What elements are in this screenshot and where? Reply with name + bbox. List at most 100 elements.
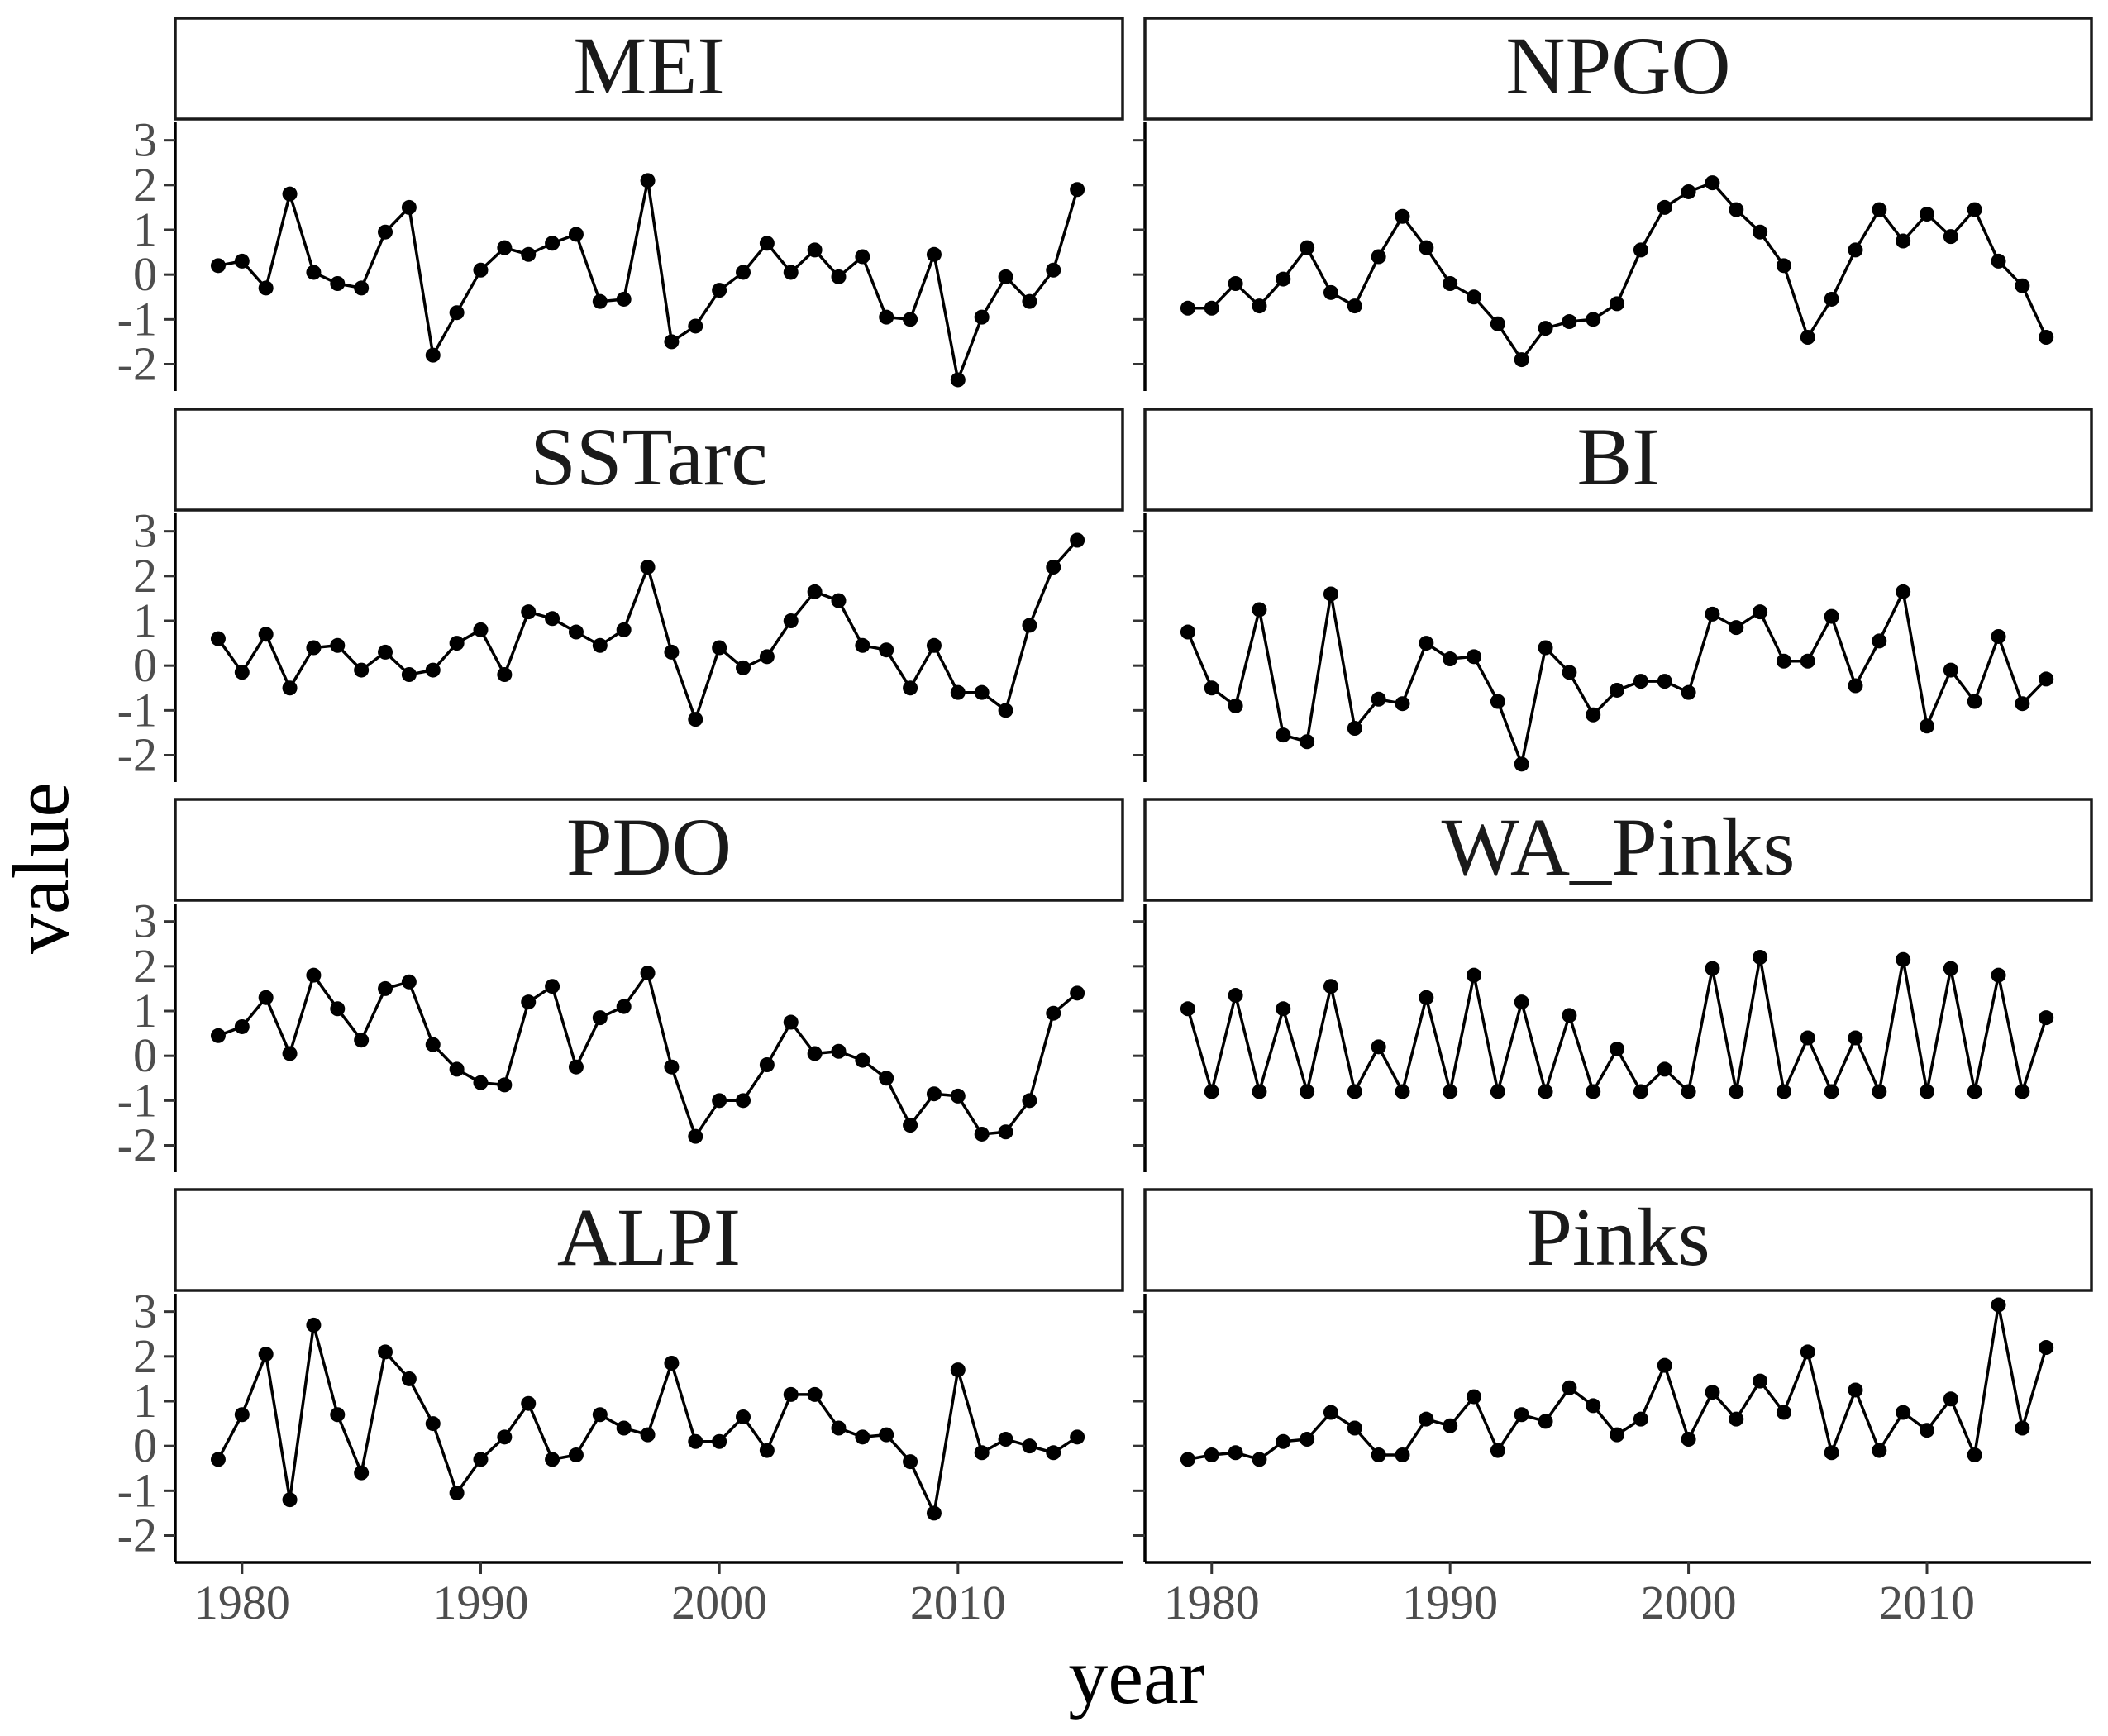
data-point <box>759 1443 775 1458</box>
facet-strip <box>1143 408 2093 512</box>
facet-strip-label: PDO <box>566 801 732 893</box>
data-point <box>712 640 727 656</box>
x-axis-title: year <box>1068 1632 1204 1720</box>
data-point <box>1800 330 1815 345</box>
data-point <box>1300 1432 1315 1447</box>
y-tick-label: 1 <box>133 984 157 1037</box>
data-point <box>378 224 393 240</box>
data-point <box>640 965 656 980</box>
data-point <box>950 372 966 388</box>
data-point <box>1896 584 1911 599</box>
data-point <box>926 1086 942 1102</box>
data-point <box>1705 175 1720 191</box>
x-tick-label: 1980 <box>194 1576 290 1629</box>
facet-strip-label: NPGO <box>1505 20 1730 112</box>
data-point <box>950 1362 966 1378</box>
data-point <box>1729 1411 1744 1427</box>
data-point <box>234 665 250 680</box>
data-point <box>807 584 823 599</box>
series-line-pdo <box>217 971 1079 1138</box>
data-point <box>2015 696 2030 712</box>
data-point <box>210 631 226 646</box>
data-point <box>210 258 226 274</box>
data-point <box>879 1427 894 1443</box>
facet-strip-label: WA_Pinks <box>1442 801 1796 893</box>
data-point <box>1538 1084 1553 1099</box>
data-point <box>1070 1429 1085 1445</box>
data-point <box>1490 316 1505 331</box>
data-point <box>974 1445 990 1461</box>
data-point <box>855 1429 870 1445</box>
data-point <box>1070 182 1085 198</box>
data-point <box>1562 1380 1577 1395</box>
data-point <box>1204 680 1219 696</box>
data-point <box>1514 1407 1529 1423</box>
data-point <box>258 280 274 296</box>
data-point <box>903 1118 918 1133</box>
data-point <box>616 622 632 637</box>
facet-strip <box>1143 798 2093 902</box>
data-point <box>354 1465 370 1481</box>
data-point <box>1180 300 1195 316</box>
data-point <box>736 660 751 675</box>
x-tick-label: 2010 <box>1879 1576 1975 1629</box>
data-point <box>1848 1030 1863 1046</box>
data-point <box>592 1010 608 1026</box>
data-point <box>1204 1447 1219 1462</box>
data-point <box>1848 1382 1863 1398</box>
data-point <box>688 1128 703 1144</box>
data-point <box>1395 1447 1410 1462</box>
data-point <box>1967 202 1982 217</box>
data-point <box>1046 262 1061 278</box>
data-point <box>1347 298 1362 314</box>
data-point <box>1705 1385 1720 1400</box>
data-point <box>1681 1084 1696 1099</box>
data-point <box>1419 1411 1434 1427</box>
data-point <box>1800 653 1815 669</box>
data-point <box>473 1075 489 1090</box>
data-point <box>1371 249 1386 265</box>
data-point <box>1848 678 1863 694</box>
data-point <box>449 305 465 321</box>
data-point <box>401 974 417 990</box>
data-point <box>1657 674 1672 689</box>
data-point <box>1586 1398 1601 1414</box>
data-point <box>664 644 680 660</box>
data-point <box>1070 985 1085 1001</box>
data-point <box>330 1001 346 1017</box>
data-point <box>2039 1340 2054 1355</box>
data-point <box>1633 1084 1648 1099</box>
data-point <box>1371 691 1386 707</box>
data-point <box>497 240 513 255</box>
data-point <box>1776 1405 1791 1420</box>
data-point <box>1872 1084 1887 1099</box>
data-point <box>879 642 894 658</box>
data-point <box>1022 618 1037 633</box>
data-point <box>401 1371 417 1386</box>
data-point <box>1610 296 1625 312</box>
data-point <box>354 1033 370 1048</box>
data-point <box>1443 1418 1458 1433</box>
data-point <box>1991 1297 2006 1313</box>
y-tick-label: -2 <box>117 1509 157 1562</box>
data-point <box>354 662 370 678</box>
data-point <box>401 199 417 215</box>
data-point <box>1514 352 1529 368</box>
data-point <box>1046 560 1061 575</box>
data-point <box>1538 321 1553 336</box>
data-point <box>1633 1411 1648 1427</box>
data-point <box>378 1344 393 1360</box>
x-tick-label: 2000 <box>1641 1576 1737 1629</box>
data-point <box>425 347 441 363</box>
y-tick-label: 2 <box>133 549 157 603</box>
data-point <box>616 291 632 307</box>
facet-strip-label: MEI <box>573 20 724 112</box>
data-point <box>1252 602 1267 618</box>
data-point <box>1490 694 1505 709</box>
data-point <box>1252 298 1267 314</box>
data-point <box>903 680 918 696</box>
y-tick-label: 1 <box>133 1374 157 1428</box>
data-point <box>210 1028 226 1043</box>
data-point <box>1514 994 1529 1010</box>
